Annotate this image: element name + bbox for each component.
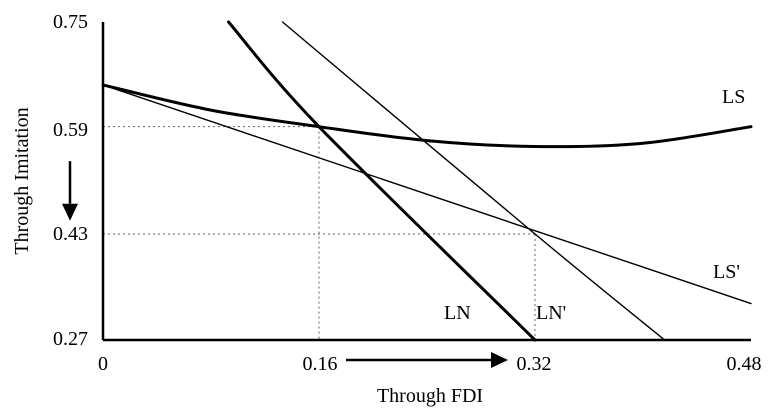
curve-label-ls: LS xyxy=(722,86,745,108)
y-tick-3: 0.75 xyxy=(53,11,88,33)
x-tick-2: 0.32 xyxy=(517,353,552,375)
y-tick-0: 0.27 xyxy=(53,328,88,350)
x-tick-3: 0.48 xyxy=(727,353,762,375)
arrow-x-head xyxy=(491,352,508,368)
curve-ls xyxy=(101,83,753,149)
curve-ls-prime xyxy=(102,84,752,305)
arrows xyxy=(62,161,508,368)
curve-label-ln: LN xyxy=(444,302,471,324)
arrow-y-head xyxy=(62,203,78,221)
curve-ln-prime xyxy=(281,21,666,341)
reference-lines xyxy=(103,126,536,340)
x-tick-0: 0 xyxy=(98,353,108,375)
axes xyxy=(101,22,751,342)
x-axis-label: Through FDI xyxy=(377,385,483,407)
y-tick-1: 0.43 xyxy=(53,223,88,245)
x-tick-1: 0.16 xyxy=(303,353,338,375)
curve-ln xyxy=(227,20,537,342)
y-axis-label: Through Imitation xyxy=(11,107,33,254)
curve-label-ln-prime: LN' xyxy=(536,302,566,324)
curve-label-ls-prime: LS' xyxy=(713,261,740,283)
curves xyxy=(101,20,753,342)
y-tick-2: 0.59 xyxy=(53,119,88,141)
